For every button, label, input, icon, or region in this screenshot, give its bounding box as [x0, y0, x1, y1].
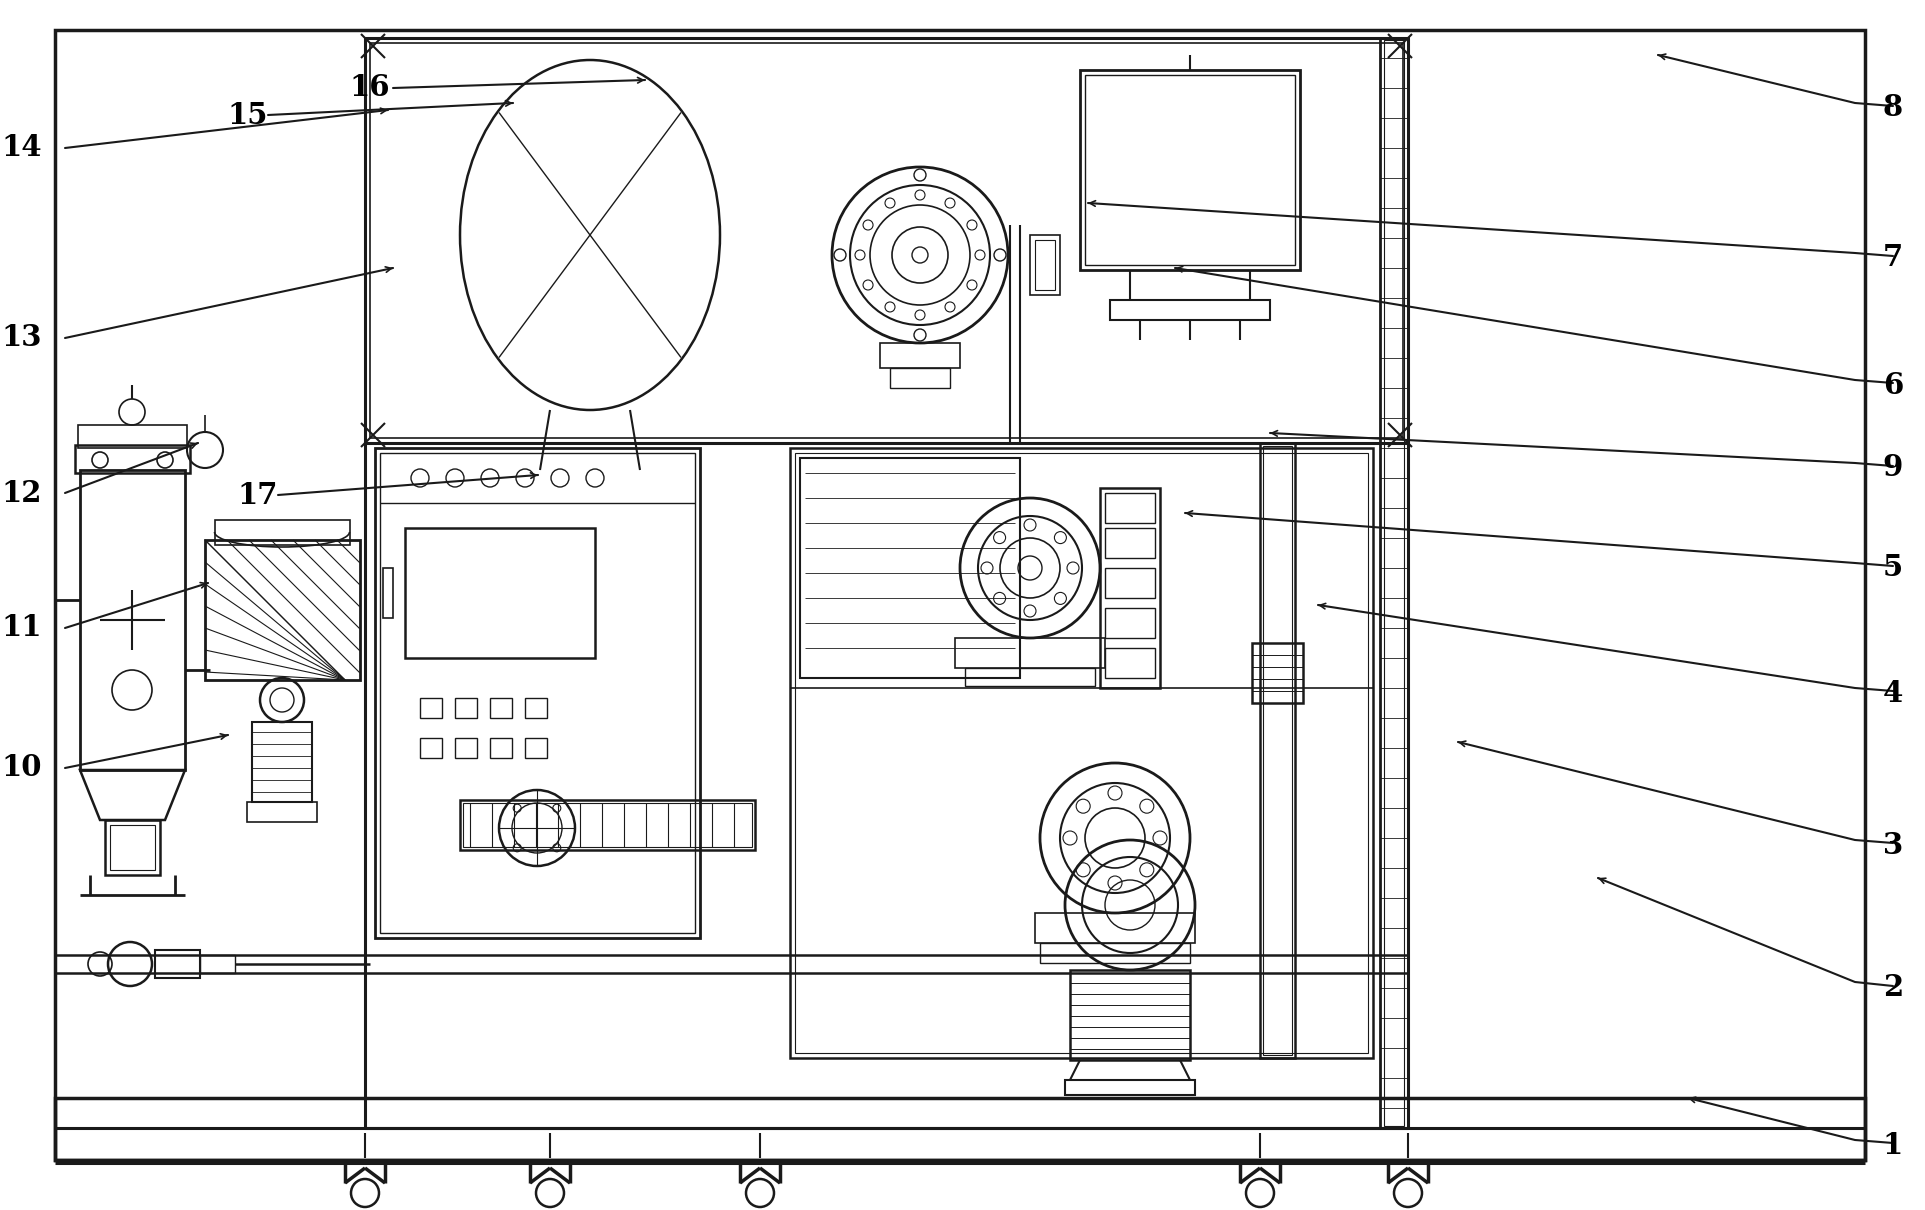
- Text: 11: 11: [2, 613, 42, 643]
- Text: 17: 17: [239, 480, 279, 509]
- Text: 5: 5: [1883, 553, 1904, 582]
- Bar: [1030, 235, 1061, 295]
- Bar: [1111, 300, 1270, 319]
- Bar: [75, 445, 191, 473]
- Bar: [1080, 70, 1299, 270]
- Bar: [106, 820, 160, 875]
- Text: 6: 6: [1883, 370, 1904, 399]
- Bar: [204, 540, 360, 680]
- Bar: [1251, 643, 1303, 703]
- Bar: [1105, 607, 1155, 638]
- Bar: [1384, 40, 1403, 1127]
- Bar: [1070, 970, 1190, 1060]
- Bar: [801, 459, 1020, 678]
- Bar: [454, 738, 477, 757]
- Bar: [156, 950, 200, 978]
- Bar: [383, 567, 393, 618]
- Bar: [379, 453, 695, 933]
- Bar: [1105, 649, 1155, 678]
- Bar: [1105, 567, 1155, 598]
- Text: 13: 13: [2, 323, 42, 352]
- Text: 9: 9: [1883, 454, 1904, 483]
- Text: 1: 1: [1883, 1130, 1904, 1159]
- Bar: [526, 738, 547, 757]
- Bar: [420, 738, 443, 757]
- Text: 3: 3: [1883, 830, 1904, 859]
- Bar: [1086, 75, 1296, 265]
- Bar: [789, 448, 1373, 1058]
- Bar: [1040, 943, 1190, 963]
- Bar: [200, 955, 235, 973]
- Bar: [964, 668, 1095, 686]
- Bar: [1105, 528, 1155, 558]
- Bar: [246, 802, 318, 822]
- Bar: [370, 44, 1403, 438]
- Bar: [464, 803, 753, 847]
- Bar: [79, 425, 187, 448]
- Bar: [375, 448, 701, 938]
- Bar: [420, 698, 443, 718]
- Bar: [404, 528, 595, 658]
- Text: 7: 7: [1883, 243, 1904, 272]
- Bar: [889, 368, 951, 388]
- Bar: [955, 638, 1105, 668]
- Bar: [1105, 492, 1155, 523]
- Bar: [252, 722, 312, 802]
- Bar: [56, 1097, 1865, 1160]
- Bar: [880, 342, 961, 368]
- Bar: [81, 469, 185, 770]
- Bar: [491, 738, 512, 757]
- Bar: [1263, 446, 1292, 1055]
- Bar: [795, 453, 1369, 1053]
- Bar: [1036, 240, 1055, 290]
- Bar: [216, 520, 350, 544]
- Text: 10: 10: [2, 754, 42, 783]
- Bar: [1036, 914, 1195, 943]
- Text: 8: 8: [1883, 93, 1904, 122]
- Bar: [1261, 443, 1296, 1058]
- Bar: [1065, 1081, 1195, 1095]
- Text: 12: 12: [2, 478, 42, 507]
- Bar: [454, 698, 477, 718]
- Bar: [526, 698, 547, 718]
- Bar: [1380, 38, 1407, 1128]
- Bar: [460, 800, 755, 849]
- Bar: [110, 825, 156, 870]
- Bar: [366, 38, 1407, 443]
- Text: 4: 4: [1883, 679, 1904, 708]
- Bar: [1099, 488, 1161, 688]
- Text: 2: 2: [1883, 974, 1904, 1003]
- Text: 16: 16: [350, 74, 391, 103]
- Text: 14: 14: [2, 133, 42, 162]
- Bar: [491, 698, 512, 718]
- Text: 15: 15: [227, 100, 268, 129]
